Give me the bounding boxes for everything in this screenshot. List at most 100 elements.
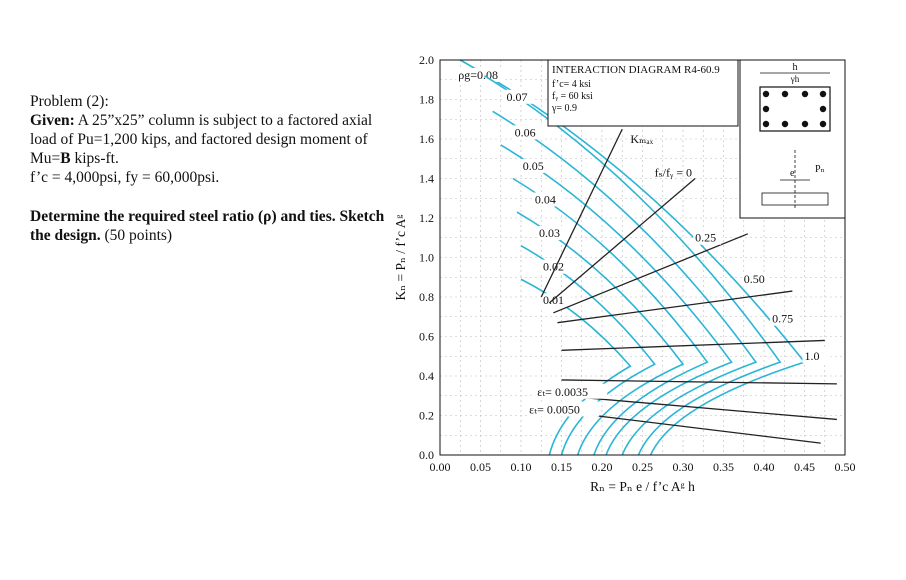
x-tick-label: 0.10 [511,460,532,474]
ecc-label-bg [802,349,831,364]
rho-label: 0.05 [523,159,544,173]
chart-param: fᵧ = 60 ksi [552,91,593,102]
x-tick-label: 0.45 [794,460,815,474]
given-label: Given: [30,112,75,129]
radial-line [561,379,837,385]
radial-line [561,339,825,351]
x-tick-label: 0.20 [592,460,613,474]
eccentricity-label: 1.0 [805,349,820,363]
chart-legend-box: INTERACTION DIAGRAM R4-60.9 f’c= 4 ksifᵧ … [547,59,739,127]
eccentricity-label: 0.50 [744,272,765,286]
dim-gamma-label: γh [790,74,800,84]
y-tick-label: 0.8 [419,290,434,304]
task-bold: Determine the required steel ratio (ρ) a… [30,208,385,244]
eccentricity-label: 0.25 [695,231,716,245]
x-axis-label: Rₙ = Pₙ e / f’c Aᵍ h [590,479,695,494]
chart-param: f’c= 4 ksi [552,79,591,90]
interaction-curve [516,211,685,456]
interaction-curve [492,110,758,456]
x-tick-label: 0.40 [754,460,775,474]
ecc-label-bg [741,272,770,287]
y-tick-label: 1.8 [419,93,434,107]
rho-label: 0.06 [515,125,536,139]
rebar-dot [762,90,770,98]
rebar-dot [819,90,827,98]
kmax-label: Kₘₐₓ [630,132,653,146]
rebar-dot [762,105,770,113]
y-tick-label: 1.6 [419,132,434,146]
y-tick-label: 1.4 [419,172,434,186]
x-tick-label: 0.15 [551,460,572,474]
x-tick-label: 0.35 [713,460,734,474]
y-tick-label: 0.2 [419,409,434,423]
task-points: (50 points) [100,227,173,244]
ecc-label-bg [693,230,722,245]
rho-label-bg [504,89,535,104]
eccentricity-label: 0.75 [772,312,793,326]
given-text-2: kips-ft. [70,150,119,167]
section-sketch: hγh e Pₙ [739,59,846,219]
strain-bg [535,383,608,399]
rho-label-bg [520,158,551,173]
y-tick-label: 0.6 [419,330,434,344]
chart-title: INTERACTION DIAGRAM R4-60.9 [552,64,720,76]
ecc-label-bg [770,311,799,326]
materials-line: f’c = 4,000psi, fy = 60,000psi. [30,169,220,186]
y-tick-label: 2.0 [419,53,434,67]
fs-label: fₛ/fᵧ = 0 [655,166,692,180]
rho-label-bg [456,68,505,82]
chart-radial-lines [540,128,837,444]
rebar-dot [801,120,809,128]
rebar-dot [801,90,809,98]
rho-label-bg [532,192,563,207]
legend-frame [547,59,739,127]
strain-label: εₜ= 0.0050 [529,403,580,417]
rebar-dot [781,120,789,128]
chart-tick-labels: 0.00 0.05 0.10 0.15 0.20 0.25 0.30 0.35 0.40 0.45… [393,53,856,494]
radial-line [561,410,821,444]
radial-line [553,233,749,314]
rebar-dot [762,120,770,128]
given-text-1: A 25”x25” column is subject to a factore… [30,112,373,167]
rebar-dot [819,105,827,113]
dim-h-label: h [793,62,798,73]
rho-label: 0.04 [535,193,556,207]
x-tick-label: 0.50 [835,460,856,474]
pn-label: Pₙ [815,164,825,175]
problem-statement: Problem (2): Given: A 25”x25” column is … [30,92,390,245]
rebar-dot [781,90,789,98]
given-paragraph: Given: A 25”x25” column is subject to a … [30,111,390,168]
radial-line [561,395,837,421]
rho-label: 0.07 [507,90,528,104]
y-tick-label: 1.2 [419,211,434,225]
rho-label-bg [541,293,571,308]
given-moment-symbol: B [60,150,71,167]
y-tick-label: 0.0 [419,448,434,462]
rho-label-bg [512,125,543,140]
strain-label: εₜ= 0.0035 [537,385,588,399]
chart-param: γ= 0.9 [551,103,577,114]
x-tick-label: 0.00 [430,460,451,474]
interaction-curve [520,278,632,456]
rho-label-bg [536,226,567,241]
radial-line [540,128,623,298]
x-tick-label: 0.25 [632,460,653,474]
column-section [759,86,831,132]
chart-curves: ρg=0.080.070.060.050.040.030.020.01 [456,59,806,456]
rho-label: 0.02 [543,260,564,274]
y-tick-label: 1.0 [419,251,434,265]
problem-heading: Problem (2): [30,93,109,110]
chart-annotations: Kₘₐₓ fₛ/fᵧ = 0 0.25 0.50 0.75 1.0 εₜ= 0.0035 εₜ… [527,132,831,417]
interaction-curve [512,177,709,456]
task-paragraph: Determine the required steel ratio (ρ) a… [30,207,390,245]
radial-line [548,178,696,304]
x-tick-label: 0.30 [673,460,694,474]
e-label: e [790,168,795,179]
strain-bg [527,401,600,417]
rho-label: 0.03 [539,226,560,240]
section-frame [739,59,846,219]
rebar-dot [819,120,827,128]
footing-sketch [761,192,829,206]
radial-line [557,290,793,324]
